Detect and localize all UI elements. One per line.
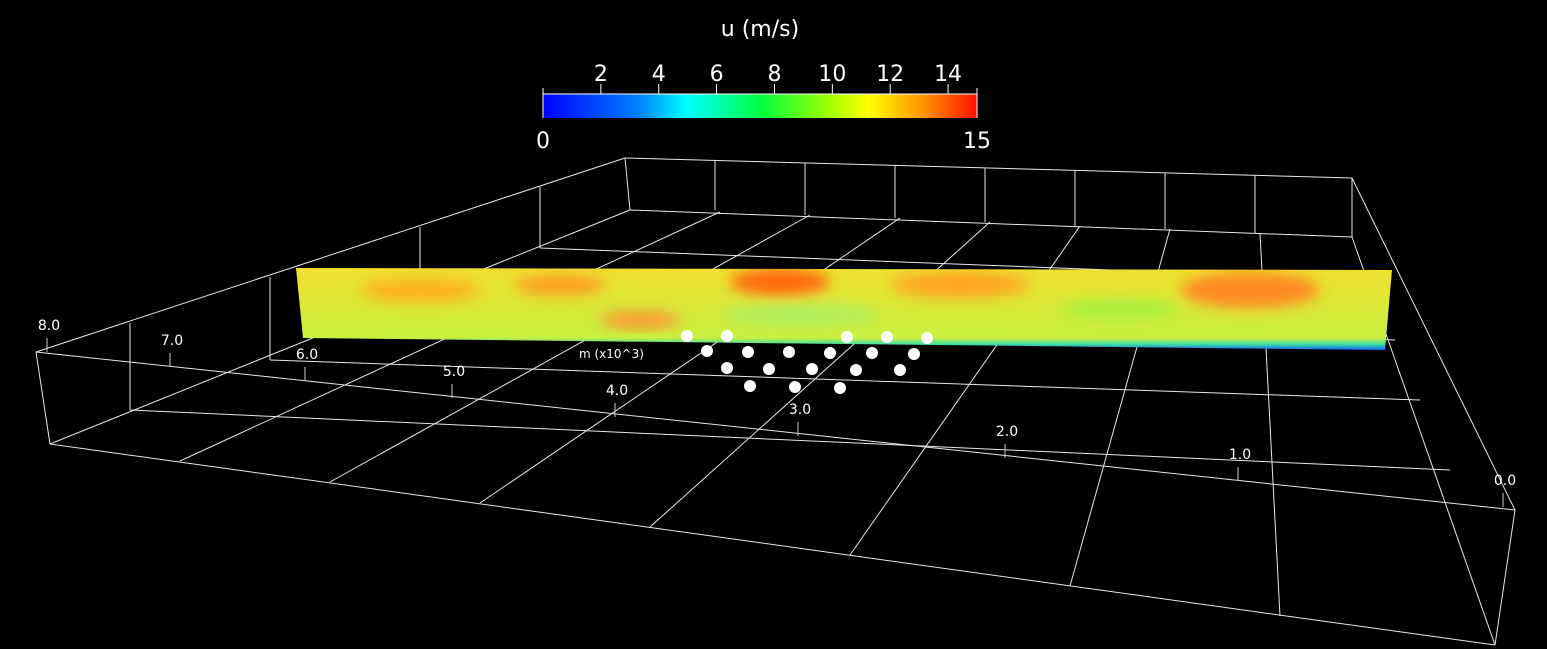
colorbar-tick-label: 2 — [594, 62, 608, 87]
axis-tick-label: 2.0 — [996, 424, 1018, 440]
colorbar-tick-label: 4 — [652, 62, 666, 87]
axis-tick-label: 7.0 — [161, 333, 183, 349]
axis-tick-label: 5.0 — [443, 364, 465, 380]
turbines — [681, 330, 933, 394]
colorbar-title: u (m/s) — [721, 17, 799, 42]
bounding-box — [35, 157, 1516, 646]
axis-tick-label: 4.0 — [606, 383, 628, 399]
colorbar: u (m/s) 2 4 6 8 10 12 14 0 15 — [536, 17, 991, 154]
axis-labels: m (x10^3) 8.0 7.0 6.0 5.0 4.0 3.0 2.0 1.0 0.0 — [38, 318, 1516, 507]
colorbar-range-label: 15 — [963, 129, 991, 154]
axis-tick-label: 3.0 — [789, 402, 811, 418]
colorbar-tick-label: 6 — [710, 62, 724, 87]
axis-tick-label: 1.0 — [1229, 447, 1251, 463]
colorbar-tick-label: 10 — [818, 62, 846, 87]
colorbar-tick-label: 8 — [767, 62, 781, 87]
colorbar-tick-label: 12 — [876, 62, 904, 87]
colorbar-range-label: 0 — [536, 129, 550, 154]
velocity-slice — [296, 268, 1392, 350]
axis-tick-label: 8.0 — [38, 318, 60, 334]
axis-title: m (x10^3) — [579, 347, 644, 361]
colorbar-gradient — [543, 94, 977, 118]
axis-tick-label: 0.0 — [1494, 473, 1516, 489]
axis-tick-label: 6.0 — [296, 347, 318, 363]
colorbar-tick-label: 14 — [934, 62, 962, 87]
